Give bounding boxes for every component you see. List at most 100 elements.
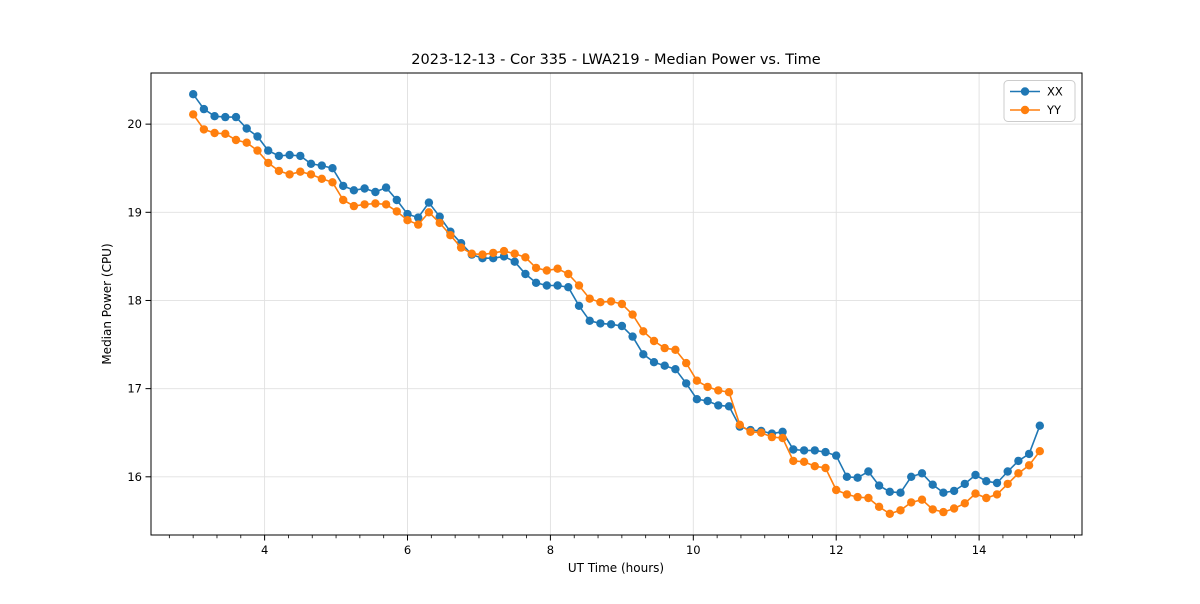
data-point	[735, 420, 744, 429]
data-point	[349, 201, 359, 211]
data-point	[221, 112, 230, 122]
data-point	[907, 498, 916, 507]
data-point	[446, 231, 455, 240]
data-point	[306, 159, 316, 168]
legend-marker	[1020, 105, 1030, 115]
data-point	[703, 382, 712, 392]
data-point	[628, 310, 637, 319]
legend-label-xx: XX	[1047, 85, 1063, 99]
data-series	[189, 90, 1045, 518]
data-point	[971, 470, 980, 480]
data-point	[671, 345, 680, 354]
data-point	[939, 488, 948, 497]
data-point	[242, 138, 251, 147]
data-point	[210, 128, 219, 138]
data-point	[821, 447, 830, 457]
data-point	[907, 472, 916, 481]
data-point	[317, 161, 326, 170]
data-point	[982, 493, 991, 503]
data-point	[531, 278, 541, 287]
data-point	[714, 386, 723, 395]
x-tick-label: 14	[972, 543, 987, 557]
data-point	[414, 220, 423, 229]
data-point	[757, 428, 766, 437]
data-point	[424, 198, 434, 207]
data-point	[617, 299, 627, 309]
data-point	[671, 365, 680, 374]
data-point	[821, 463, 830, 473]
data-point	[917, 469, 927, 478]
data-point	[264, 158, 273, 168]
data-point	[885, 509, 894, 518]
data-point	[1024, 449, 1034, 459]
data-point	[381, 183, 391, 192]
data-point	[521, 253, 530, 262]
data-point	[767, 432, 777, 442]
data-point	[660, 361, 669, 370]
data-point	[231, 112, 241, 122]
data-point	[392, 207, 401, 216]
data-point	[542, 266, 551, 275]
data-point	[928, 505, 937, 514]
data-point	[253, 132, 262, 141]
legend-box	[1003, 80, 1076, 122]
data-point	[339, 195, 348, 205]
series-line-yy	[192, 113, 1041, 515]
data-point	[242, 124, 251, 133]
data-point	[339, 181, 348, 191]
data-point	[896, 488, 905, 497]
data-point	[317, 174, 326, 183]
data-point	[639, 350, 648, 359]
data-point	[949, 504, 959, 513]
data-point	[189, 90, 198, 99]
data-point	[328, 178, 337, 187]
data-point	[296, 151, 305, 161]
data-point	[499, 246, 509, 256]
legend: XX YY	[1003, 80, 1076, 122]
series-markers-yy	[189, 110, 1045, 518]
data-point	[360, 200, 369, 209]
data-point	[832, 451, 841, 460]
y-tick-label: 17	[127, 382, 142, 396]
data-point	[467, 249, 476, 258]
data-point	[574, 301, 584, 310]
data-point	[199, 125, 209, 134]
data-point	[949, 486, 959, 496]
data-point	[456, 243, 466, 252]
data-point	[992, 478, 1002, 488]
data-point	[960, 499, 969, 508]
gridlines	[151, 73, 1082, 535]
data-point	[746, 427, 755, 436]
data-point	[596, 319, 605, 328]
data-point	[649, 336, 659, 346]
data-point	[810, 462, 819, 471]
data-point	[564, 283, 573, 292]
series-line-xx	[192, 93, 1041, 494]
x-tick-label: 8	[547, 543, 554, 557]
data-point	[874, 481, 884, 490]
data-point	[221, 129, 230, 138]
plot-frame	[150, 72, 1083, 536]
x-tick-label: 10	[686, 543, 701, 557]
data-point	[403, 216, 412, 225]
data-point	[564, 269, 573, 279]
data-point	[832, 485, 841, 495]
data-point	[585, 316, 594, 325]
data-point	[189, 110, 198, 119]
data-point	[553, 264, 562, 273]
y-tick-label: 18	[127, 293, 142, 307]
data-point	[285, 150, 294, 160]
x-axis-label: UT Time (hours)	[568, 561, 664, 575]
data-point	[896, 506, 905, 515]
data-point	[478, 250, 487, 259]
data-point	[660, 343, 669, 353]
data-point	[521, 269, 530, 279]
data-point	[982, 477, 991, 486]
data-point	[853, 473, 862, 482]
data-point	[392, 195, 401, 205]
chart-title: 2023-12-13 - Cor 335 - LWA219 - Median P…	[411, 52, 820, 68]
data-point	[960, 479, 969, 489]
data-point	[714, 401, 723, 410]
